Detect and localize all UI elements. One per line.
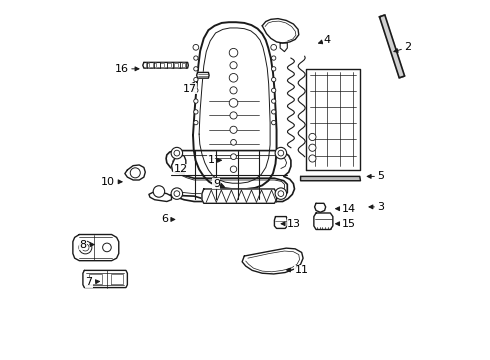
Text: 1: 1 [208, 155, 221, 165]
Circle shape [174, 191, 180, 197]
Circle shape [194, 77, 198, 82]
Text: 17: 17 [182, 82, 196, 94]
Circle shape [229, 48, 238, 57]
Polygon shape [199, 28, 270, 183]
Polygon shape [111, 274, 123, 284]
Polygon shape [153, 63, 156, 67]
Polygon shape [125, 165, 146, 180]
Text: 2: 2 [394, 42, 412, 52]
Polygon shape [262, 19, 299, 43]
Circle shape [229, 99, 238, 107]
Polygon shape [315, 203, 326, 212]
Circle shape [193, 44, 199, 50]
Polygon shape [160, 63, 164, 67]
Circle shape [309, 155, 316, 162]
Polygon shape [196, 72, 209, 78]
Circle shape [194, 88, 198, 93]
Circle shape [309, 144, 316, 151]
Circle shape [275, 188, 287, 199]
Text: 6: 6 [161, 215, 175, 224]
Circle shape [230, 112, 237, 119]
Circle shape [153, 186, 165, 197]
Text: 8: 8 [79, 239, 94, 249]
Circle shape [275, 147, 287, 159]
Circle shape [82, 244, 89, 251]
Circle shape [271, 88, 276, 93]
Circle shape [278, 150, 284, 156]
Circle shape [271, 110, 276, 114]
Circle shape [130, 168, 140, 178]
Polygon shape [166, 150, 294, 202]
Circle shape [271, 99, 276, 103]
Polygon shape [280, 43, 287, 51]
Circle shape [194, 121, 198, 125]
Polygon shape [143, 62, 188, 68]
Text: 10: 10 [101, 177, 122, 187]
Text: 15: 15 [336, 219, 356, 229]
Text: 4: 4 [318, 35, 331, 45]
Polygon shape [314, 213, 333, 229]
Circle shape [271, 77, 276, 82]
Polygon shape [89, 274, 101, 284]
Circle shape [309, 134, 316, 140]
Polygon shape [245, 251, 299, 272]
Text: 7: 7 [85, 277, 99, 287]
Polygon shape [242, 248, 303, 274]
Text: 3: 3 [369, 202, 385, 212]
Text: 14: 14 [336, 204, 356, 214]
Circle shape [230, 166, 237, 172]
Circle shape [79, 241, 92, 254]
Circle shape [194, 67, 198, 71]
Circle shape [102, 243, 111, 252]
Circle shape [271, 44, 276, 50]
Text: 11: 11 [287, 265, 309, 275]
Polygon shape [172, 156, 186, 174]
Circle shape [271, 56, 276, 60]
Circle shape [171, 188, 183, 199]
Circle shape [194, 110, 198, 114]
Polygon shape [306, 69, 360, 170]
Polygon shape [379, 15, 405, 78]
Polygon shape [193, 22, 276, 189]
Circle shape [174, 150, 180, 156]
Polygon shape [146, 63, 149, 67]
Polygon shape [83, 270, 127, 288]
Polygon shape [167, 63, 171, 67]
Circle shape [231, 154, 236, 159]
Circle shape [230, 126, 237, 134]
Polygon shape [265, 21, 296, 41]
Polygon shape [172, 156, 287, 194]
Circle shape [229, 73, 238, 82]
Circle shape [271, 67, 276, 71]
Polygon shape [274, 217, 287, 228]
Polygon shape [300, 176, 361, 181]
Text: 9: 9 [213, 179, 224, 189]
Circle shape [278, 191, 284, 197]
Polygon shape [181, 63, 185, 67]
Polygon shape [149, 192, 172, 202]
Text: 16: 16 [115, 64, 139, 74]
Polygon shape [174, 63, 178, 67]
Polygon shape [202, 189, 276, 203]
Circle shape [271, 121, 276, 125]
Text: 13: 13 [281, 219, 301, 229]
Circle shape [230, 87, 237, 94]
Circle shape [194, 99, 198, 103]
Circle shape [171, 147, 183, 159]
Polygon shape [73, 234, 119, 261]
Circle shape [194, 56, 198, 60]
Circle shape [230, 62, 237, 69]
Text: 5: 5 [367, 171, 385, 181]
Circle shape [231, 139, 236, 145]
Text: 12: 12 [173, 164, 188, 176]
